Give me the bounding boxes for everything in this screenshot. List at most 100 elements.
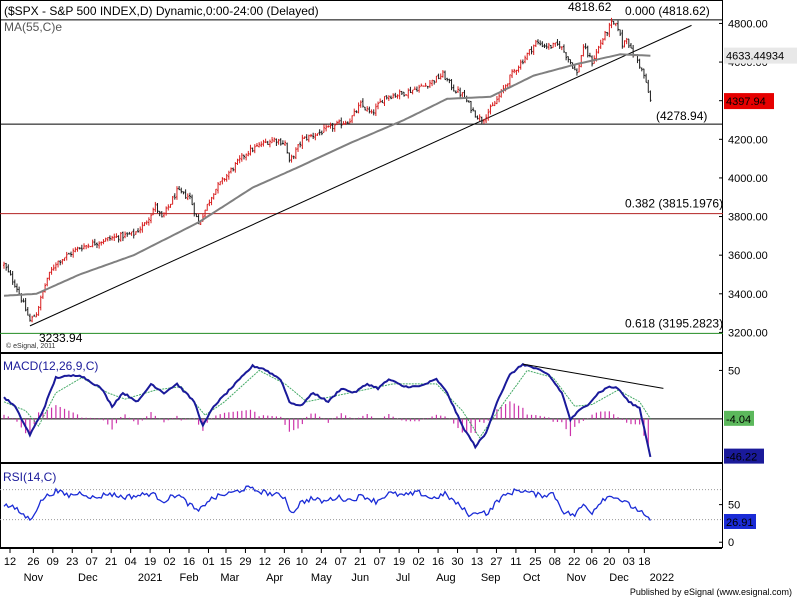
date-label: 06 (586, 556, 598, 568)
date-label: 21 (105, 556, 117, 568)
month-label: May (311, 572, 332, 584)
macd-ytick-label: 50 (728, 365, 740, 377)
esignal-watermark: © eSignal, 2011 (6, 342, 56, 350)
candles (3, 17, 652, 323)
date-label: 02 (412, 556, 424, 568)
month-label: Dec (78, 572, 98, 584)
rsi-panel-frame (0, 463, 723, 548)
month-label: Jun (351, 572, 369, 584)
macd-value-box (724, 448, 764, 464)
last-price-box (724, 93, 774, 110)
date-label: 29 (239, 556, 251, 568)
macd-histogram (3, 401, 649, 448)
price-ytick-label: 4800.00 (728, 18, 768, 30)
date-label: 24 (315, 556, 327, 568)
date-label: 07 (335, 556, 347, 568)
ma-legend-label: MA(55,C) (4, 20, 55, 34)
date-label: 12 (259, 556, 271, 568)
date-label: 07 (86, 556, 98, 568)
ma-value-box (724, 47, 797, 64)
month-label: Aug (436, 572, 456, 584)
date-label: 09 (47, 556, 59, 568)
date-label: 03 (623, 556, 635, 568)
price-ytick-label: 3600.00 (728, 250, 768, 262)
date-label: 26 (278, 556, 290, 568)
date-label: 21 (354, 556, 366, 568)
date-label: 02 (163, 556, 175, 568)
ma-legend: MA(55,C)e (4, 20, 62, 34)
rsi-legend: RSI(14,C) (3, 470, 56, 484)
macd-panel: 50 -4.04 -46.22 (0, 362, 764, 464)
date-label: 27 (490, 556, 502, 568)
low-annotation: 3233.94 (39, 331, 83, 345)
date-label: 25 (529, 556, 541, 568)
date-label: 16 (432, 556, 444, 568)
rsi-line (3, 485, 651, 521)
month-label: Oct (523, 572, 540, 584)
date-label: 07 (374, 556, 386, 568)
month-label: Feb (180, 572, 199, 584)
month-label: Mar (220, 572, 239, 584)
macd-legend: MACD(12,26,9,C) (3, 359, 98, 373)
price-ytick-label: 4200.00 (728, 134, 768, 146)
price-panel: 3200.00 3400.00 3600.00 3800.00 4000.00 4200.… (0, 0, 797, 345)
ma-55-line (3, 53, 651, 297)
rsi-value-label: 26.91 (726, 517, 754, 529)
rsi-panel: 0 50 26.91 (0, 485, 756, 549)
date-label: 11 (510, 556, 521, 568)
high-annotation: 4818.62 (568, 0, 612, 14)
macd-panel-frame (0, 353, 723, 463)
month-label: Dec (609, 572, 629, 584)
date-label: 30 (451, 556, 463, 568)
date-label: 19 (144, 556, 156, 568)
fib-label-618: 0.618 (3195.2823) (625, 316, 723, 330)
rsi-ytick-label: 0 (728, 537, 734, 549)
macd-value-label: -46.22 (726, 452, 757, 464)
date-label: 12 (4, 556, 16, 568)
macd-signal-line (3, 369, 651, 439)
ma-value-label: 4633.44934 (726, 51, 784, 63)
price-ytick-label: 3400.00 (728, 289, 768, 301)
signal-value-box (724, 410, 754, 426)
signal-value-label: -4.04 (726, 414, 751, 426)
panel-frames (0, 0, 723, 549)
date-label: 08 (549, 556, 561, 568)
x-axis: 12 26 09 23 07 21 04 19 02 16 01 15 29 12 26 10 24 07 21 07… (4, 548, 674, 584)
date-label: 20 (603, 556, 615, 568)
date-label: 04 (125, 556, 137, 568)
ma-legend-suffix: e (55, 20, 62, 34)
rsi-value-box (724, 513, 756, 529)
date-label: 01 (202, 556, 214, 568)
month-label: Apr (266, 572, 283, 584)
rsi-ytick-label: 50 (728, 500, 740, 512)
fib-label-382: 0.382 (3815.1976) (625, 197, 723, 211)
price-ytick-label: 3200.00 (728, 327, 768, 339)
price-panel-frame (0, 0, 723, 353)
support-label: (4278.94) (656, 109, 707, 123)
macd-line (3, 362, 652, 458)
date-label: 18 (638, 556, 650, 568)
date-label: 23 (66, 556, 78, 568)
date-label: 15 (220, 556, 232, 568)
fib-label-0: 0.000 (4818.62) (625, 4, 710, 18)
date-label: 10 (296, 556, 308, 568)
macd-divergence-line (522, 363, 664, 389)
date-label: 26 (27, 556, 39, 568)
month-label: Jul (396, 572, 410, 584)
last-price-label: 4397.94 (726, 96, 766, 108)
month-label: Nov (566, 572, 586, 584)
month-label: 2021 (138, 572, 162, 584)
date-label: 16 (183, 556, 195, 568)
price-ytick-label: 4000.00 (728, 173, 768, 185)
chart-title: ($SPX - S&P 500 INDEX,D) Dynamic,0:00-24… (4, 4, 319, 18)
trendline (29, 24, 692, 327)
month-label: 2022 (650, 572, 674, 584)
price-ytick-label: 3800.00 (728, 212, 768, 224)
month-label: Nov (24, 572, 44, 584)
date-label: 22 (568, 556, 580, 568)
publisher-footer: Published by eSignal (www.esignal.com) (630, 587, 792, 597)
date-label: 19 (393, 556, 405, 568)
month-label: Sep (481, 572, 501, 584)
date-label: 13 (471, 556, 483, 568)
